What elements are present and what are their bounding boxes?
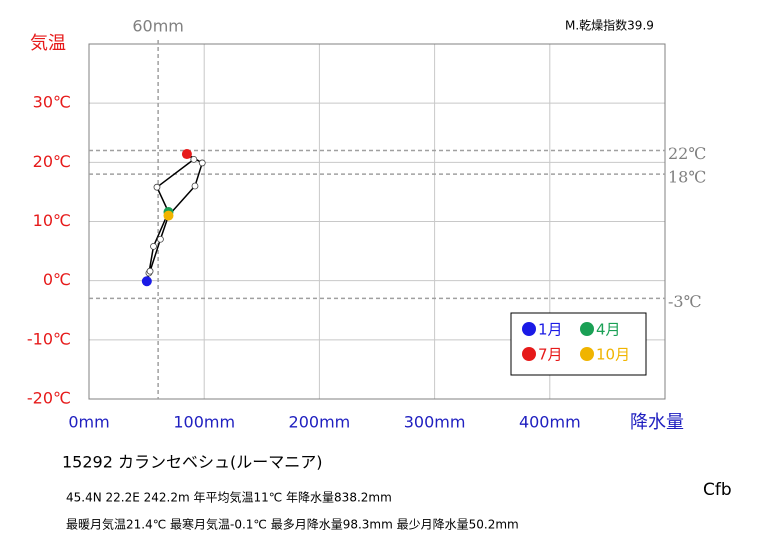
legend-box <box>510 312 647 376</box>
reference-label: -3℃ <box>668 292 701 311</box>
y-tick-label: 10℃ <box>33 211 71 230</box>
legend-marker <box>580 347 594 361</box>
reference-label: 60mm <box>132 17 184 36</box>
data-point <box>146 267 154 275</box>
plot-border <box>88 43 666 400</box>
info-line: 45.4N 22.2E 242.2m 年平均気温11℃ 年降水量838.2mm <box>66 490 392 505</box>
data-point <box>198 159 206 167</box>
data-point <box>190 155 198 163</box>
station: 15292 カランセベシュ(ルーマニア) <box>62 453 322 472</box>
data-point <box>191 182 199 190</box>
x-tick-label: 0mm <box>68 413 109 432</box>
info-line: 最暖月気温21.4℃ 最寒月気温-0.1℃ 最多月降水量98.3mm 最少月降水… <box>66 517 519 532</box>
legend-label: 1月 <box>538 321 563 339</box>
x-tick-label: 100mm <box>173 413 235 432</box>
data-point <box>157 235 164 243</box>
data-point <box>150 242 157 250</box>
legend-label: 7月 <box>538 346 563 364</box>
x-tick-label: 300mm <box>404 413 466 432</box>
x-tick-label: 400mm <box>519 413 581 432</box>
legend-marker <box>522 322 536 336</box>
y-tick-label: 0℃ <box>43 270 71 289</box>
legend-label: 10月 <box>596 346 630 364</box>
legend-marker <box>580 322 594 336</box>
dryness-index: M.乾燥指数39.9 <box>565 18 654 33</box>
x-axis-title: 降水量 <box>630 412 684 433</box>
y-tick-label: -20℃ <box>27 389 71 408</box>
data-point <box>141 276 152 287</box>
y-tick-label: -10℃ <box>27 329 71 348</box>
legend-label: 4月 <box>596 321 621 339</box>
y-tick-label: 20℃ <box>33 152 71 171</box>
legend-marker <box>522 347 536 361</box>
y-tick-label: 30℃ <box>33 93 71 112</box>
climate-class: Cfb <box>703 480 732 500</box>
reference-label: 18℃ <box>668 168 706 187</box>
reference-label: 22℃ <box>668 144 706 163</box>
data-point <box>181 149 192 160</box>
data-point <box>163 210 174 221</box>
x-tick-label: 200mm <box>289 413 351 432</box>
y-axis-title: 気温 <box>30 33 66 54</box>
data-point <box>153 183 161 191</box>
